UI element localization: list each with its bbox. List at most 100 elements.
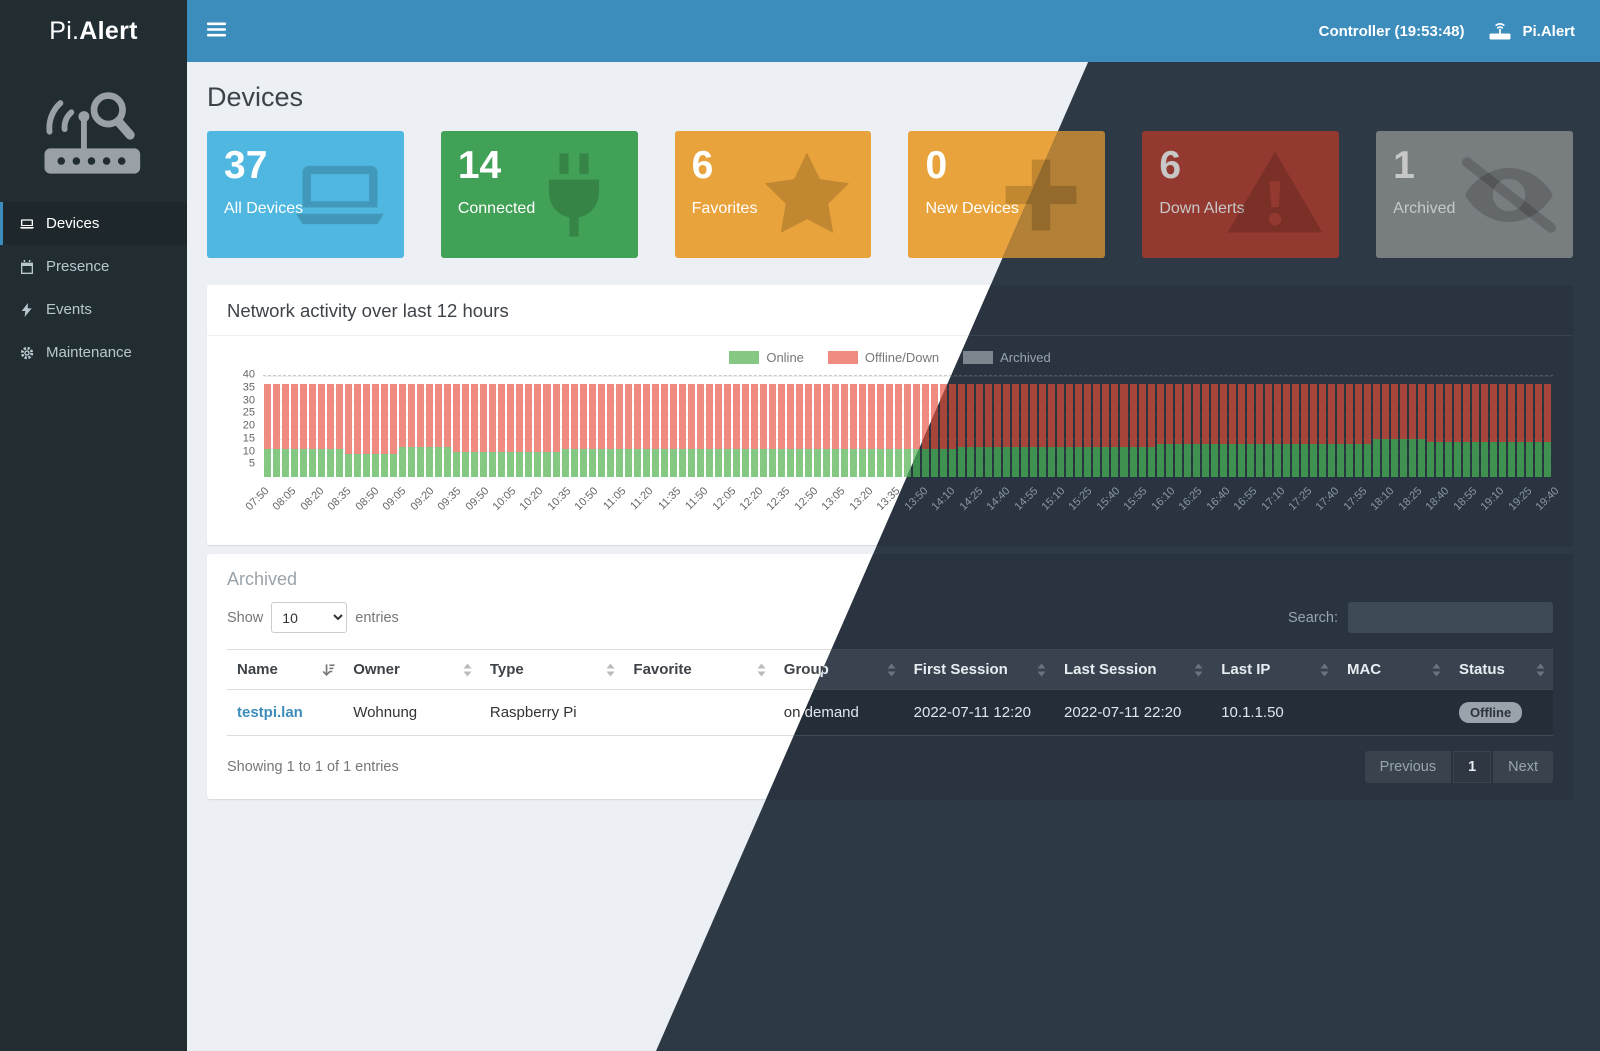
- stat-label: All Devices: [224, 199, 304, 217]
- chart-bar: [931, 376, 939, 477]
- sort-icon: [1536, 663, 1545, 676]
- sidebar-item-label: Maintenance: [46, 344, 132, 361]
- y-tick-label: 10: [242, 444, 255, 457]
- stat-card-down-alerts[interactable]: 6 Down Alerts: [1142, 131, 1340, 258]
- sidebar-item-devices[interactable]: Devices: [0, 202, 187, 245]
- search-control: Search:: [1288, 602, 1553, 633]
- x-tick-label: 19:25: [1506, 485, 1535, 513]
- chart-bar: [534, 376, 542, 477]
- legend-item-archived: Archived: [963, 350, 1051, 365]
- cell-last-session: 2022-07-11 22:20: [1054, 689, 1212, 736]
- laptop-icon: [18, 216, 35, 232]
- chart-bar: [516, 376, 524, 477]
- column-header-name[interactable]: Name: [227, 649, 344, 690]
- page-number-button[interactable]: 1: [1453, 751, 1492, 783]
- x-tick-label: 16:10: [1149, 485, 1178, 513]
- x-tick-label: 12:50: [792, 485, 821, 513]
- device-link[interactable]: testpi.lan: [237, 704, 303, 721]
- app-logo[interactable]: Pi.Alert: [0, 0, 187, 62]
- column-header-type[interactable]: Type: [479, 649, 624, 690]
- x-tick-label: 07:50: [243, 485, 272, 513]
- chart-bar: [489, 376, 497, 477]
- chart-bar: [1418, 376, 1426, 477]
- stat-card-favorites[interactable]: 6 Favorites: [674, 131, 872, 258]
- legend-item-offline-down: Offline/Down: [827, 350, 940, 365]
- x-tick-label: 10:50: [572, 485, 601, 513]
- stat-value: 14: [457, 144, 502, 187]
- x-tick-label: 08:50: [353, 485, 382, 513]
- search-input[interactable]: [1348, 602, 1553, 633]
- chart-bar: [1273, 376, 1281, 477]
- chart-bar: [777, 376, 785, 477]
- cell-mac: [1336, 689, 1450, 736]
- chart-bar: [318, 376, 326, 477]
- eye-slash-icon: [1459, 145, 1559, 245]
- sidebar-toggle-button[interactable]: [187, 8, 246, 54]
- column-header-mac[interactable]: MAC: [1336, 649, 1450, 690]
- chart-bar: [732, 376, 740, 477]
- chart-bar: [1084, 376, 1092, 477]
- sort-icon: [1432, 663, 1441, 676]
- chart-bar: [1345, 376, 1353, 477]
- previous-page-button[interactable]: Previous: [1364, 751, 1452, 783]
- sidebar-item-events[interactable]: Events: [0, 288, 187, 331]
- column-header-last-ip[interactable]: Last IP: [1211, 649, 1337, 690]
- chart-bar: [723, 376, 731, 477]
- chart-bar: [660, 376, 668, 477]
- table-controls: Show 10 entries Search:: [656, 602, 1553, 633]
- chart-bar: [1408, 376, 1416, 477]
- y-tick-label: 5: [248, 457, 255, 470]
- calendar-icon: [18, 259, 35, 275]
- column-header-first-session[interactable]: First Session: [903, 649, 1055, 690]
- x-tick-label: 08:20: [298, 485, 327, 513]
- plus-icon: [991, 145, 1091, 245]
- chart-bar: [381, 376, 389, 477]
- stat-card-connected[interactable]: 14 Connected: [440, 131, 638, 258]
- x-tick-label: 09:35: [435, 485, 464, 513]
- stat-label: Connected: [457, 199, 536, 217]
- x-tick-label: 11:35: [655, 485, 684, 513]
- sidebar-item-maintenance[interactable]: Maintenance: [0, 331, 187, 374]
- page-length-select[interactable]: 10: [271, 602, 348, 633]
- chart-bar: [859, 376, 867, 477]
- column-header-last-session[interactable]: Last Session: [1054, 649, 1212, 690]
- chart-bar: [1354, 376, 1362, 477]
- x-tick-label: 12:05: [710, 485, 739, 513]
- chart-bar: [1508, 376, 1516, 477]
- x-tick-label: 18:55: [1451, 485, 1480, 513]
- chart-bar: [1463, 376, 1471, 477]
- chart-bar: [1526, 376, 1534, 477]
- column-header-favorite[interactable]: Favorite: [623, 649, 774, 690]
- column-label: Last IP: [1221, 661, 1271, 678]
- bolt-icon: [18, 302, 35, 318]
- sidebar-item-presence[interactable]: Presence: [0, 245, 187, 288]
- column-header-owner[interactable]: Owner: [343, 649, 480, 690]
- chart-bar: [1237, 376, 1245, 477]
- chart-bar: [1030, 376, 1038, 477]
- y-tick-label: 20: [242, 419, 255, 432]
- chart-bar: [1048, 376, 1056, 477]
- navbar-right: Controller (19:53:48) Pi.Alert: [1319, 21, 1575, 41]
- x-tick-label: 17:40: [1313, 485, 1342, 513]
- chart-bar: [669, 376, 677, 477]
- chart-bar: [877, 376, 885, 477]
- stat-card-archived[interactable]: 1 Archived: [1376, 131, 1573, 258]
- chart-bar: [994, 376, 1002, 477]
- chart-bar: [579, 376, 587, 477]
- chart-bar: [1264, 376, 1272, 477]
- column-header-status[interactable]: Status: [1449, 649, 1553, 690]
- chart-bar: [1129, 376, 1137, 477]
- next-page-button[interactable]: Next: [1493, 751, 1553, 783]
- legend-label: Archived: [1000, 350, 1051, 365]
- chart-bar: [1138, 376, 1146, 477]
- chart-bar: [1255, 376, 1263, 477]
- navbar-main: Controller (19:53:48) Pi.Alert: [187, 0, 1600, 62]
- chart-bar: [795, 376, 803, 477]
- laptop-icon: [290, 145, 390, 245]
- chart-bar: [1039, 376, 1047, 477]
- stat-card-all-devices[interactable]: 37 All Devices: [207, 131, 404, 258]
- chart-bar: [1472, 376, 1480, 477]
- legend-label: Offline/Down: [864, 350, 940, 365]
- column-label: MAC: [1346, 661, 1382, 678]
- chart-bar: [786, 376, 794, 477]
